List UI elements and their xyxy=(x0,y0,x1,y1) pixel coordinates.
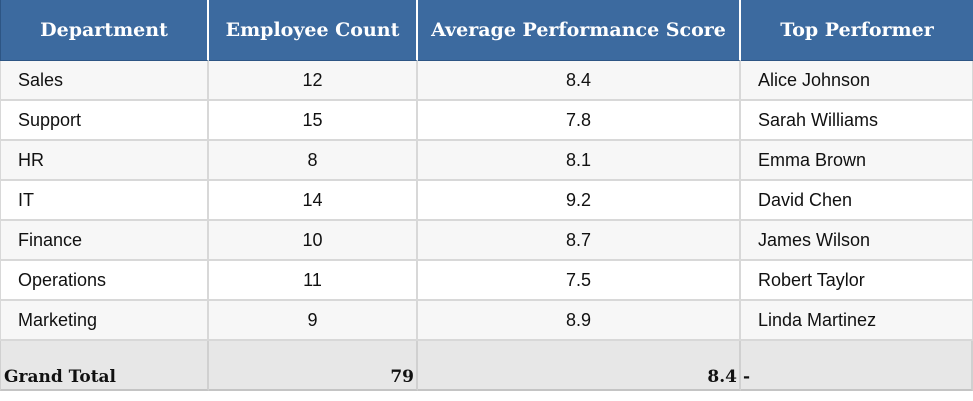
average-score-cell[interactable]: 8.1 xyxy=(418,141,741,181)
header-row: Department Employee Count Average Perfor… xyxy=(0,0,973,61)
top-performer-cell[interactable]: Emma Brown xyxy=(741,141,973,181)
top-performer-cell[interactable]: James Wilson xyxy=(741,221,973,261)
table-footer: Grand Total 79 8.4 - xyxy=(0,341,973,391)
department-cell[interactable]: Operations xyxy=(0,261,209,301)
employee-count-cell[interactable]: 10 xyxy=(209,221,418,261)
average-score-cell[interactable]: 7.5 xyxy=(418,261,741,301)
employee-count-cell[interactable]: 8 xyxy=(209,141,418,181)
department-cell[interactable]: Support xyxy=(0,101,209,141)
total-employee-count[interactable]: 79 xyxy=(209,341,418,391)
department-cell[interactable]: Sales xyxy=(0,61,209,101)
column-header-department[interactable]: Department xyxy=(0,0,209,61)
table-header: Department Employee Count Average Perfor… xyxy=(0,0,973,61)
table-row: Operations 11 7.5 Robert Taylor xyxy=(0,261,973,301)
department-cell[interactable]: HR xyxy=(0,141,209,181)
top-performer-cell[interactable]: Sarah Williams xyxy=(741,101,973,141)
top-performer-cell[interactable]: Alice Johnson xyxy=(741,61,973,101)
top-performer-cell[interactable]: David Chen xyxy=(741,181,973,221)
average-score-cell[interactable]: 8.4 xyxy=(418,61,741,101)
average-score-cell[interactable]: 7.8 xyxy=(418,101,741,141)
department-cell[interactable]: IT xyxy=(0,181,209,221)
employee-count-cell[interactable]: 12 xyxy=(209,61,418,101)
column-header-employee-count[interactable]: Employee Count xyxy=(209,0,418,61)
total-top-performer[interactable]: - xyxy=(741,341,973,391)
employee-count-cell[interactable]: 11 xyxy=(209,261,418,301)
top-performer-cell[interactable]: Linda Martinez xyxy=(741,301,973,341)
grand-total-row: Grand Total 79 8.4 - xyxy=(0,341,973,391)
employee-count-cell[interactable]: 15 xyxy=(209,101,418,141)
employee-count-cell[interactable]: 9 xyxy=(209,301,418,341)
department-cell[interactable]: Marketing xyxy=(0,301,209,341)
table-row: Support 15 7.8 Sarah Williams xyxy=(0,101,973,141)
table-body: Sales 12 8.4 Alice Johnson Support 15 7.… xyxy=(0,61,973,341)
column-header-top-performer[interactable]: Top Performer xyxy=(741,0,973,61)
table-row: IT 14 9.2 David Chen xyxy=(0,181,973,221)
department-performance-table: Department Employee Count Average Perfor… xyxy=(0,0,973,391)
average-score-cell[interactable]: 8.9 xyxy=(418,301,741,341)
column-header-average-performance-score[interactable]: Average Performance Score xyxy=(418,0,741,61)
table-row: Finance 10 8.7 James Wilson xyxy=(0,221,973,261)
average-score-cell[interactable]: 9.2 xyxy=(418,181,741,221)
total-average-score[interactable]: 8.4 xyxy=(418,341,741,391)
employee-count-cell[interactable]: 14 xyxy=(209,181,418,221)
table-row: HR 8 8.1 Emma Brown xyxy=(0,141,973,181)
table-row: Marketing 9 8.9 Linda Martinez xyxy=(0,301,973,341)
department-cell[interactable]: Finance xyxy=(0,221,209,261)
grand-total-label[interactable]: Grand Total xyxy=(0,341,209,391)
average-score-cell[interactable]: 8.7 xyxy=(418,221,741,261)
table-row: Sales 12 8.4 Alice Johnson xyxy=(0,61,973,101)
top-performer-cell[interactable]: Robert Taylor xyxy=(741,261,973,301)
